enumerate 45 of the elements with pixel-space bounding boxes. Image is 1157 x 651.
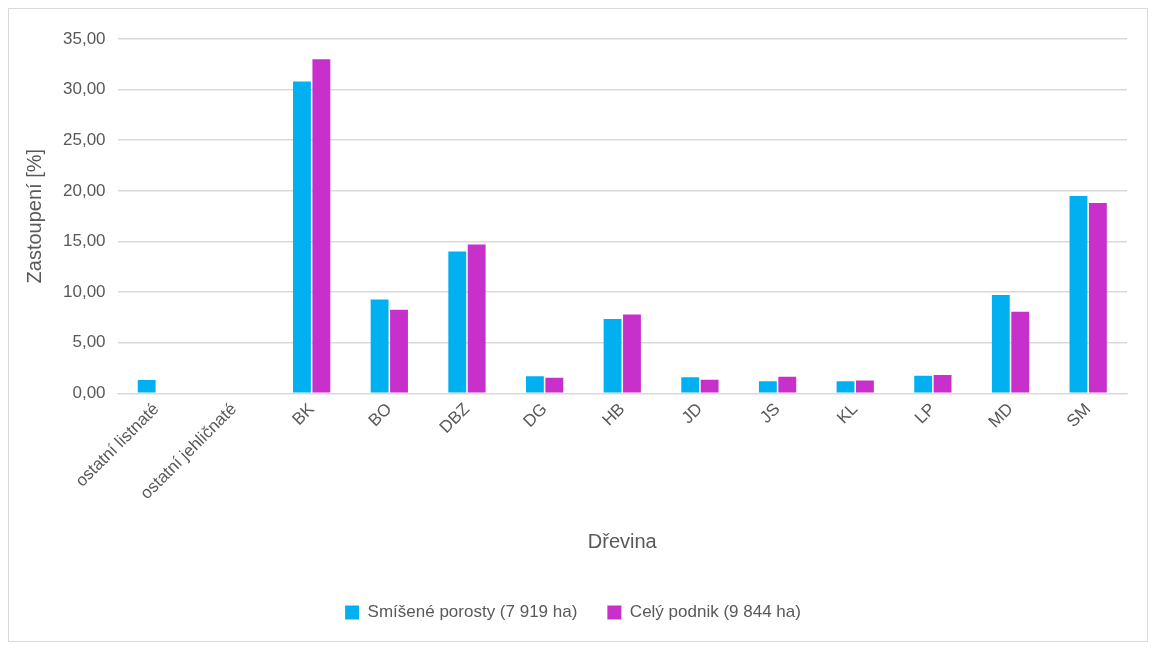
bar [390,309,408,393]
bar [137,379,156,393]
y-tick-label: 10,00 [62,281,106,301]
bar [312,59,331,393]
x-tick-label: LP [910,399,940,428]
bar [293,81,311,393]
bar [623,314,641,393]
y-tick-label: 25,00 [62,129,106,149]
bar [1011,311,1030,393]
bar [545,377,564,393]
legend-label: Smíšené porosty (7 919 ha) [367,602,578,622]
bar [778,376,797,393]
bar [700,379,719,393]
x-tick-label: JS [756,399,784,427]
x-tick-label: BK [288,398,319,429]
x-axis-title: Dřevina [587,529,658,552]
y-tick-label: 20,00 [62,180,106,200]
bar [1069,195,1088,393]
legend-label: Celý podnik (9 844 ha) [629,602,801,622]
y-tick-label: 35,00 [62,28,106,48]
x-tick-label: KL [833,399,862,428]
bar [525,376,544,393]
bar [603,318,622,393]
x-tick-label: MD [984,399,1017,432]
bar [448,251,467,393]
bar [681,377,700,393]
x-tick-label: BO [364,399,396,431]
bar [991,294,1010,393]
bar [1088,203,1107,393]
y-tick-label: 30,00 [62,79,106,99]
y-tick-label: 15,00 [62,231,106,251]
x-tick-label: HB [598,399,629,430]
y-tick-label: 0,00 [72,383,106,403]
bar [370,299,389,393]
bar [836,381,855,393]
bar [914,375,933,393]
x-tick-label: JD [677,399,707,428]
bar [933,374,952,393]
bar [758,381,777,393]
x-tick-label: SM [1062,399,1095,431]
bar [467,244,486,393]
y-tick-label: 5,00 [72,332,106,352]
bar [856,380,874,393]
y-axis-title: Zastoupení [%] [22,148,45,284]
x-tick-label: DG [519,399,551,431]
